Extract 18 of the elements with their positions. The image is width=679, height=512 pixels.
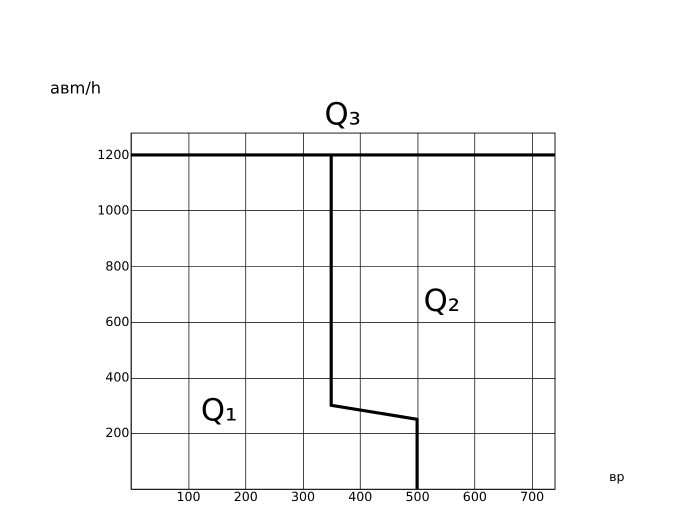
- x-tick-label: 400: [348, 489, 372, 504]
- x-tick-label: 600: [462, 489, 487, 504]
- y-tick-label: 800: [105, 258, 130, 274]
- x-tick-label: 500: [406, 489, 430, 504]
- y-tick-label: 1000: [97, 202, 130, 218]
- y-tick-label: 1200: [97, 146, 130, 162]
- y-axis-title: aвm/h: [50, 78, 102, 98]
- x-axis-title: вр: [609, 469, 625, 484]
- x-tick-label: 200: [234, 489, 258, 504]
- text: Q₃: [324, 98, 361, 133]
- y-tick-label: 600: [105, 314, 130, 329]
- x-tick-label: 300: [290, 489, 316, 504]
- x-tick-label: 100: [176, 489, 201, 504]
- annotation: Q₂: [424, 284, 460, 320]
- x-tick-label: 700: [520, 489, 544, 504]
- y-tick-label: 200: [105, 425, 130, 440]
- annotation: Q₁: [200, 393, 238, 428]
- y-tick-label: 400: [105, 370, 130, 385]
